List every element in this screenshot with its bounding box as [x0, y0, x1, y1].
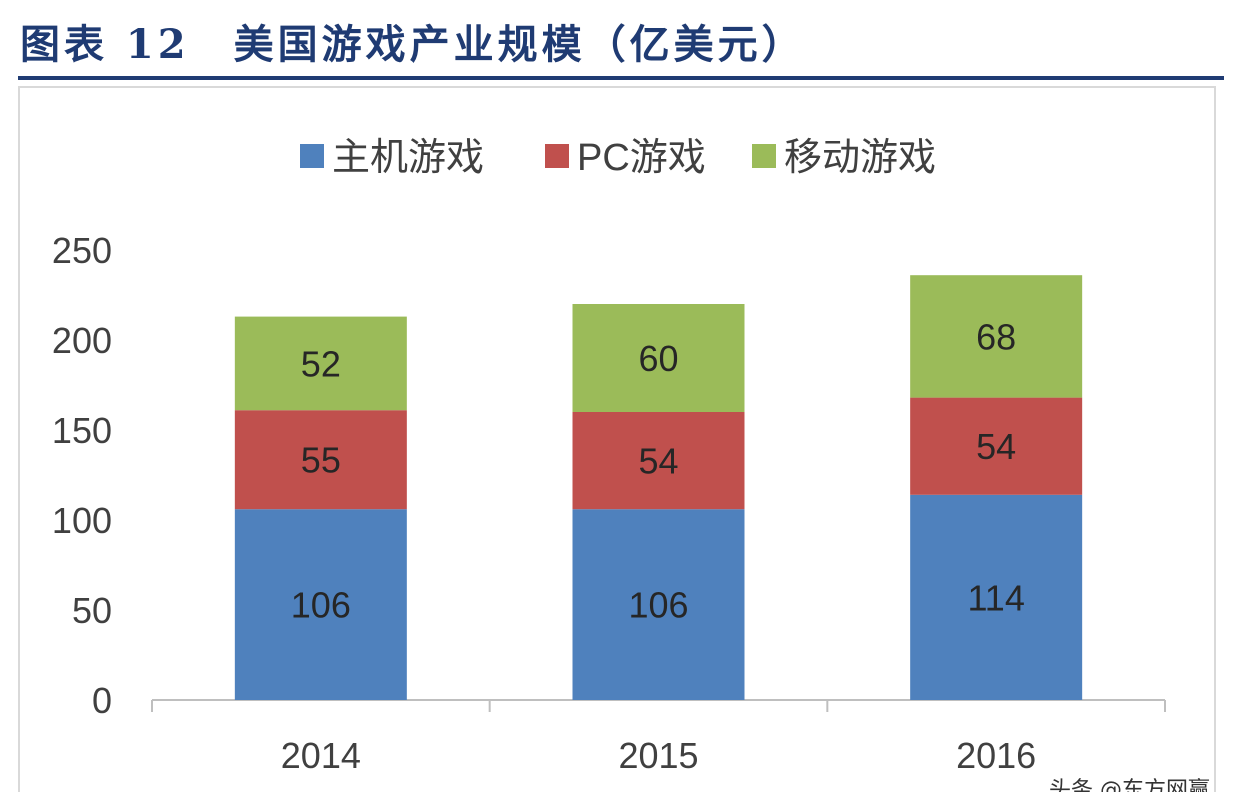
legend-swatch — [545, 144, 569, 168]
legend-label: 移动游戏 — [784, 137, 936, 179]
data-label: 54 — [976, 426, 1016, 467]
data-label: 68 — [976, 316, 1016, 357]
chart-legend: 主机游戏 PC游戏 移动游戏 — [300, 137, 936, 179]
data-label: 106 — [628, 585, 688, 626]
legend-swatch — [300, 144, 324, 168]
bar-segment — [572, 412, 745, 510]
title-rule — [18, 76, 1224, 80]
x-axis: 2014 2015 2016 — [151, 699, 1166, 776]
y-tick-label: 250 — [52, 230, 112, 271]
data-label: 52 — [301, 343, 341, 384]
legend-swatch — [752, 144, 776, 168]
data-label: 60 — [638, 338, 678, 379]
y-tick-label: 150 — [52, 410, 112, 451]
bar-segment — [234, 509, 407, 700]
x-tick-label: 2015 — [618, 735, 698, 776]
y-tick-label: 0 — [92, 680, 112, 721]
y-tick-label: 100 — [52, 500, 112, 541]
x-tick-label: 2014 — [281, 735, 361, 776]
bar-segment — [572, 304, 745, 412]
y-axis: 0 50 100 150 200 250 — [52, 230, 112, 721]
bar-segment — [572, 509, 745, 700]
data-label: 106 — [291, 585, 351, 626]
bar-segment — [234, 410, 407, 510]
data-label: 54 — [638, 441, 678, 482]
legend-label: PC游戏 — [577, 137, 706, 179]
y-tick-label: 50 — [72, 590, 112, 631]
bars: 106 55 52 106 54 60 114 54 68 — [234, 275, 1083, 700]
watermark: 头条 @东方网赢 — [1049, 778, 1210, 792]
legend-label: 主机游戏 — [332, 137, 484, 179]
bar-segment — [910, 494, 1083, 700]
data-label: 114 — [967, 577, 1024, 618]
data-label: 55 — [301, 440, 341, 481]
bar-segment — [910, 275, 1083, 398]
x-tick-label: 2016 — [956, 735, 1036, 776]
figure-title: 图表 12 美国游戏产业规模（亿美元） — [20, 21, 806, 68]
bar-segment — [910, 397, 1083, 495]
bar-segment — [234, 316, 407, 411]
chart-frame — [18, 86, 1216, 792]
y-tick-label: 200 — [52, 320, 112, 361]
